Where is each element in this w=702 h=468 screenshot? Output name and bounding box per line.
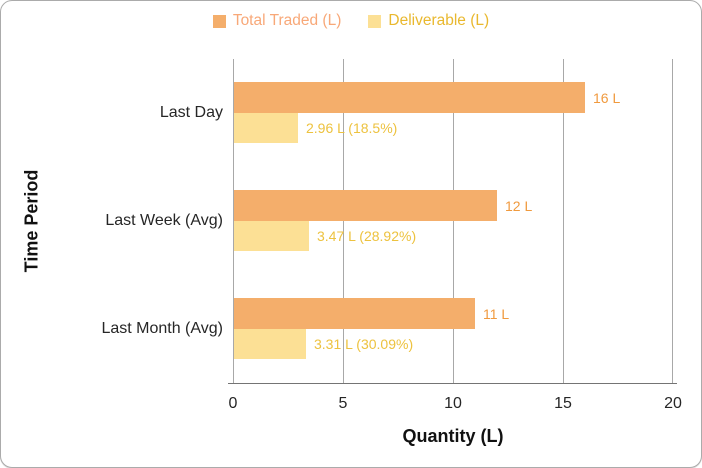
bar-deliverable xyxy=(234,113,298,143)
plot-area: 16 L 2.96 L (18.5%) 12 L 3.47 L (28.92%) 11 … xyxy=(233,59,673,383)
category-label: Last Day xyxy=(159,104,223,121)
bar-deliverable xyxy=(234,221,309,251)
gridline xyxy=(343,59,344,383)
gridline xyxy=(453,59,454,383)
bar-total-traded xyxy=(234,298,475,329)
x-axis-title: Quantity (L) xyxy=(402,426,504,446)
bar-data-label: 12 L xyxy=(505,197,533,214)
gridline xyxy=(563,59,564,383)
legend-item-total-traded: Total Traded (L) xyxy=(212,12,342,30)
bar-data-label: 16 L xyxy=(593,89,621,106)
legend-label-total-traded: Total Traded (L) xyxy=(232,12,342,29)
category-label: Last Week (Avg) xyxy=(105,212,223,229)
x-tick-label: 10 xyxy=(444,395,462,412)
legend-item-deliverable: Deliverable (L) xyxy=(368,12,489,30)
bar-deliverable xyxy=(234,329,306,359)
x-tick-label: 20 xyxy=(664,395,682,412)
bar-total-traded xyxy=(234,190,497,221)
x-tick-label: 0 xyxy=(228,395,238,412)
x-axis-line xyxy=(228,383,677,384)
legend-label-deliverable: Deliverable (L) xyxy=(388,12,490,29)
bar-data-label: 3.31 L (30.09%) xyxy=(314,336,414,352)
x-tick-label: 15 xyxy=(554,395,572,412)
legend-marker-deliverable-icon xyxy=(368,14,382,28)
bar-total-traded xyxy=(234,82,585,113)
y-axis-title: Time Period xyxy=(21,169,42,273)
x-tick-label: 5 xyxy=(338,395,348,412)
legend-marker-total-traded-icon xyxy=(212,14,226,28)
legend: Total Traded (L) Deliverable (L) xyxy=(1,12,701,30)
gridline xyxy=(233,59,234,383)
gridline xyxy=(672,59,673,383)
bar-data-label: 3.47 L (28.92%) xyxy=(317,228,417,244)
bar-data-label: 2.96 L (18.5%) xyxy=(306,120,398,136)
bar-data-label: 11 L xyxy=(483,305,510,322)
category-label: Last Month (Avg) xyxy=(101,320,223,337)
